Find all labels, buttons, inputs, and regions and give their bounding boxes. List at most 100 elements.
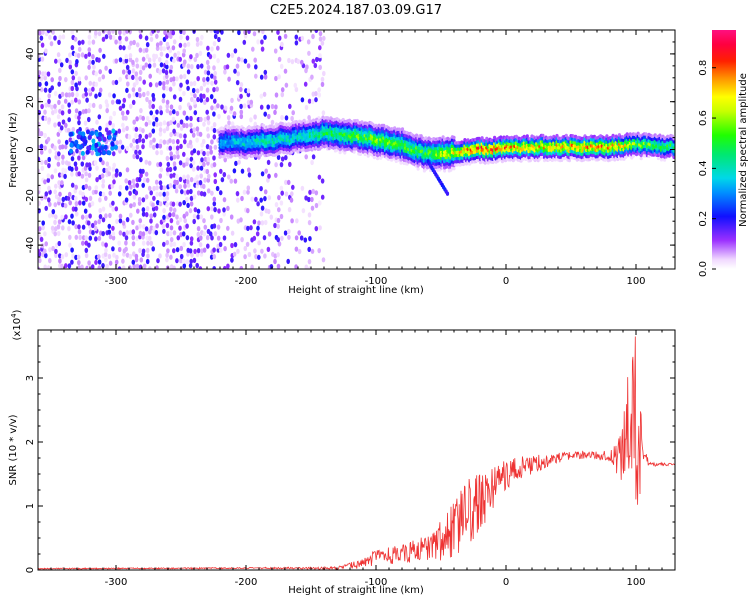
spectrogram-cell — [338, 150, 342, 155]
spectrogram-cell — [287, 57, 291, 64]
spectrogram-cell — [122, 30, 126, 36]
spectrogram-cell — [128, 103, 133, 109]
spectrogram-cell — [263, 189, 268, 195]
spectrogram-x-tick-label: -200 — [235, 276, 258, 287]
spectrogram-cell — [236, 197, 240, 203]
spectrogram-cell — [94, 71, 98, 77]
spectrogram-cell — [320, 81, 325, 87]
spectrogram-cell — [148, 132, 152, 138]
spectrogram-cell — [259, 186, 263, 192]
spectrogram-cell — [166, 231, 170, 237]
spectrogram-cell — [300, 97, 305, 103]
spectrogram-cell — [213, 33, 218, 40]
spectrogram-cell — [165, 73, 169, 79]
spectrogram-cell — [196, 180, 200, 186]
spectrogram-cell — [81, 93, 86, 99]
spectrogram-cell — [185, 179, 190, 185]
spectrogram-cell — [172, 94, 177, 100]
spectrogram-cell — [165, 155, 170, 161]
spectrogram-cell — [307, 266, 312, 269]
spectrogram-cell — [216, 224, 221, 230]
spectrogram-cell — [306, 39, 311, 45]
spectrogram-cell — [64, 139, 69, 145]
spectrogram-cell — [185, 196, 189, 203]
spectrogram-cell — [149, 240, 154, 246]
spectrogram-cell — [242, 39, 247, 45]
spectrogram-cell — [200, 157, 204, 163]
spectrogram-cell — [165, 53, 170, 59]
spectrogram-cell — [182, 73, 187, 79]
spectrogram-cell — [118, 44, 123, 51]
spectrogram-cell — [263, 69, 268, 75]
spectrogram-cell — [91, 138, 96, 144]
spectrogram-cell — [85, 162, 89, 168]
spectrogram-cell — [74, 201, 79, 207]
spectrogram-cell — [193, 93, 197, 99]
spectrogram-cell — [273, 48, 278, 54]
spectrogram-cell — [138, 218, 143, 224]
spectrogram-cell — [227, 120, 231, 126]
spectrogram-cell — [172, 230, 177, 236]
spectrogram-cell — [149, 139, 153, 145]
spectrogram-cell — [74, 139, 79, 145]
spectrogram-cell — [56, 155, 61, 161]
spectrogram-cell — [253, 57, 257, 63]
spectrogram-cell — [165, 85, 169, 92]
spectrogram-cell — [172, 241, 177, 247]
spectrogram-cell — [273, 222, 277, 229]
spectrogram-cell — [202, 161, 206, 167]
spectrogram-cell — [97, 114, 102, 120]
spectrogram-cell — [320, 178, 325, 184]
spectrogram-cell — [226, 225, 230, 231]
spectrogram-cell — [293, 82, 298, 88]
spectrogram-cell — [182, 200, 186, 206]
spectrogram-cell — [249, 99, 254, 105]
spectrogram-cell — [216, 103, 220, 109]
spectrogram-cell — [112, 162, 116, 168]
spectrogram-cell — [47, 98, 51, 104]
spectrogram-cell — [213, 231, 218, 237]
spectrogram-cell — [158, 121, 163, 127]
spectrogram-cell — [326, 116, 330, 120]
spectrogram-cell — [64, 214, 68, 220]
spectrogram-cell — [199, 116, 203, 122]
spectrogram-cell — [135, 80, 139, 86]
spectrogram-cell — [240, 195, 244, 202]
spectrogram-cell — [57, 81, 61, 87]
spectrogram-cell — [213, 207, 217, 213]
spectrogram-cell — [159, 167, 164, 173]
spectrogram-cell — [239, 265, 244, 269]
spectrogram-cell — [135, 63, 140, 69]
spectrogram-cell — [159, 62, 164, 68]
spectrogram-cell — [299, 235, 304, 241]
spectrogram-cell — [267, 195, 272, 201]
spectrogram-cell — [189, 54, 193, 60]
spectrogram-cell — [162, 81, 166, 87]
spectrogram-cell — [245, 241, 250, 247]
spectrogram-cell — [203, 156, 208, 162]
spectrogram-cell — [210, 80, 214, 86]
spectrogram-cell — [148, 103, 152, 110]
spectrogram-cell — [69, 131, 74, 137]
spectrogram-cell — [111, 246, 115, 252]
spectrogram-cell — [84, 171, 88, 177]
spectrogram-cell — [127, 134, 132, 140]
spectrogram-cell — [129, 184, 133, 190]
spectrogram-cell — [132, 194, 137, 200]
spectrogram-cell — [186, 174, 190, 180]
spectrogram-cell — [206, 206, 211, 212]
spectrogram-cell — [145, 177, 150, 183]
spectrogram-cell — [304, 154, 309, 160]
spectrogram-cell — [148, 266, 152, 269]
spectrogram-cell — [178, 56, 182, 62]
spectrogram-cell — [67, 161, 71, 167]
spectrogram-cell — [168, 166, 173, 173]
spectrogram-cell — [80, 150, 85, 156]
spectrogram-cell — [149, 36, 154, 43]
spectrogram-cell — [70, 259, 74, 265]
spectrogram-cell — [87, 116, 91, 123]
spectrogram-cell — [76, 53, 81, 59]
spectrogram-cell — [300, 35, 305, 41]
spectrogram-cell — [145, 42, 150, 48]
spectrogram-cell — [155, 109, 159, 115]
